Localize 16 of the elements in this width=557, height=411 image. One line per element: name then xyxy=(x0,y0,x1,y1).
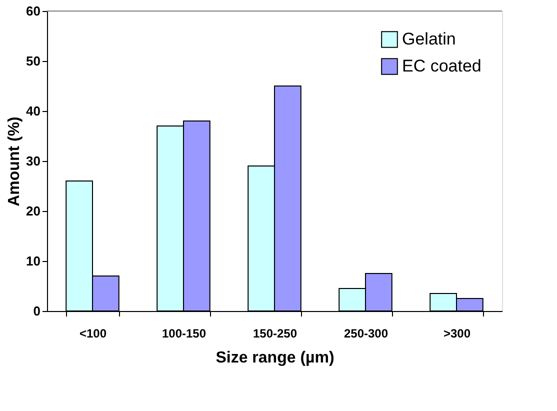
x-tick-label: 150-250 xyxy=(252,326,298,340)
y-tick-label: 50 xyxy=(26,54,40,68)
x-tick-label: 100-150 xyxy=(162,326,206,340)
y-tick-label: 0 xyxy=(33,304,40,318)
x-axis-title: Size range (µm) xyxy=(216,350,334,366)
x-tick-label: <100 xyxy=(79,326,107,340)
y-tick-label: 60 xyxy=(26,4,40,18)
y-tick-label: 10 xyxy=(26,254,40,268)
y-axis-title: Amount (%) xyxy=(6,116,24,206)
y-tick-label: 30 xyxy=(26,154,40,168)
y-tick-label: 40 xyxy=(26,104,40,118)
legend-label: EC coated xyxy=(402,56,482,76)
legend-label: Gelatin xyxy=(402,30,456,48)
y-tick-label: 20 xyxy=(26,204,40,218)
x-tick-label: >300 xyxy=(443,326,471,340)
x-tick-label: 250-300 xyxy=(344,326,388,340)
